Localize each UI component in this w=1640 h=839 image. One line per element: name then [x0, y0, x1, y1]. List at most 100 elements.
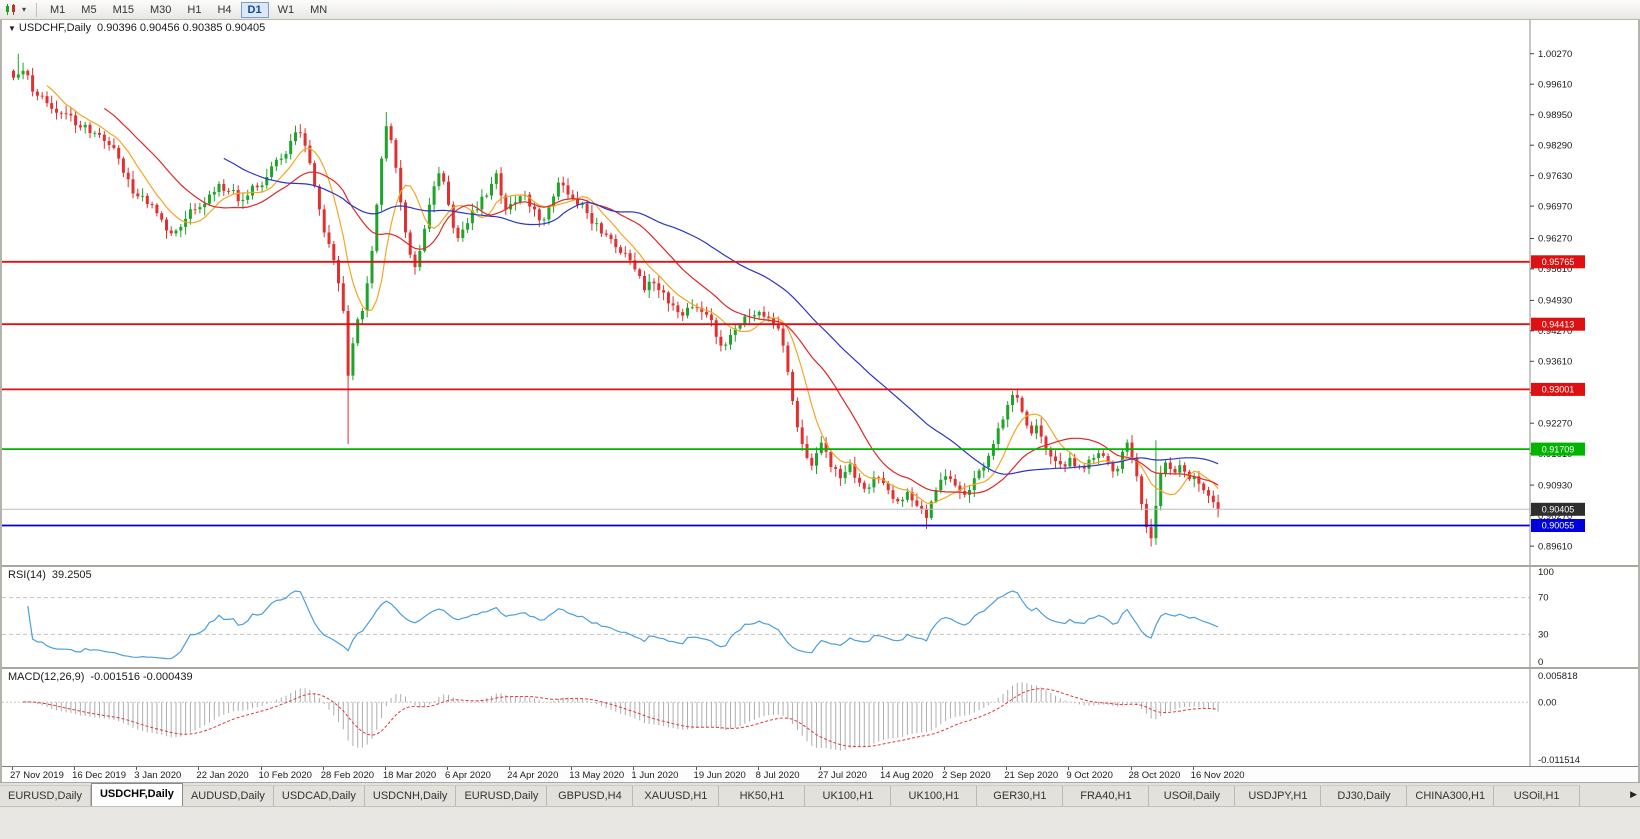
svg-text:0: 0	[1538, 657, 1543, 667]
date-label: 21 Sep 2020	[1004, 770, 1059, 781]
date-tick	[384, 767, 386, 770]
chart-type-dropdown-icon[interactable]: ▾	[22, 5, 27, 14]
date-tick	[12, 767, 13, 770]
svg-text:0.90405: 0.90405	[1542, 505, 1575, 515]
chart-tab-15-dj30-daily[interactable]: DJ30,Daily	[1321, 785, 1408, 806]
svg-text:0.94930: 0.94930	[1538, 296, 1572, 307]
timeframe-button-m1[interactable]: M1	[50, 3, 66, 16]
timeframe-buttons: M1 M5 M15 M30 H1 H4 D1 W1 MN	[43, 1, 334, 18]
date-label: 9 Oct 2020	[1066, 770, 1113, 781]
timeframe-button-m15[interactable]: M15	[112, 3, 134, 16]
pane-resize-handle[interactable]	[2, 565, 1638, 567]
date-tick	[571, 767, 573, 770]
svg-text:0.96270: 0.96270	[1538, 234, 1572, 245]
date-label: 3 Jan 2020	[134, 770, 182, 781]
chart-tab-11-ger30-h1[interactable]: GER30,H1	[977, 785, 1064, 806]
date-label: 28 Oct 2020	[1128, 770, 1181, 781]
candlestick-chart[interactable]: 1.00270 0.99610 0.98950 0.98290 0.97630 0.969…	[2, 20, 1638, 565]
date-label: 13 May 2020	[569, 770, 625, 781]
timeframe-button-mn[interactable]: MN	[310, 3, 328, 16]
svg-text:0.92270: 0.92270	[1538, 418, 1572, 429]
svg-text:70: 70	[1538, 593, 1549, 604]
chart-tab-0-eurusd-daily[interactable]: EURUSD,Daily	[0, 785, 91, 806]
svg-text:0.93610: 0.93610	[1538, 357, 1572, 368]
date-label: 18 Mar 2020	[382, 770, 437, 781]
date-label: 10 Feb 2020	[258, 770, 312, 781]
chart-tab-2-audusd-daily[interactable]: AUDUSD,Daily	[182, 785, 274, 806]
macd-pane[interactable]: MACD(12,26,9) -0.001516 -0.000439 0.00581…	[2, 669, 1638, 766]
collapse-icon[interactable]: ▼	[8, 24, 16, 33]
chart-tab-3-usdcad-daily[interactable]: USDCAD,Daily	[273, 785, 365, 806]
date-tick	[509, 767, 511, 770]
chart-symbol-period: USDCHF,Daily	[18, 22, 92, 34]
svg-text:0.94270: 0.94270	[1538, 326, 1572, 337]
toolbar-separator	[36, 2, 38, 17]
chart-window: ▼ USDCHF,Daily 0.90396 0.90456 0.90385 0.9…	[0, 20, 1640, 782]
svg-text:0.96970: 0.96970	[1538, 201, 1572, 212]
chart-tab-14-usdjpy-h1[interactable]: USDJPY,H1	[1235, 785, 1322, 806]
svg-text:0.005818: 0.005818	[1538, 671, 1578, 682]
timeframe-button-m5[interactable]: M5	[81, 3, 97, 16]
status-bar	[0, 806, 1640, 839]
date-tick	[260, 767, 262, 770]
price-pane[interactable]: ▼ USDCHF,Daily 0.90396 0.90456 0.90385 0.9…	[2, 20, 1638, 565]
svg-text:0.90930: 0.90930	[1538, 480, 1572, 491]
chart-tab-bar: ▶ EURUSD,Daily USDCHF,Daily AUDUSD,Daily US…	[0, 782, 1640, 806]
svg-text:0.89610: 0.89610	[1538, 541, 1572, 552]
pane-resize-handle[interactable]	[2, 667, 1638, 669]
date-tick	[74, 767, 76, 770]
svg-text:0.98290: 0.98290	[1538, 140, 1572, 151]
svg-text:30: 30	[1538, 629, 1549, 640]
svg-text:0.91709: 0.91709	[1542, 444, 1575, 454]
chart-tab-12-fra40-h1[interactable]: FRA40,H1	[1063, 785, 1150, 806]
chart-tab-1-usdchf-daily[interactable]: USDCHF,Daily	[90, 783, 183, 806]
date-tick	[633, 767, 635, 770]
rsi-pane[interactable]: RSI(14) 39.2505 100 70 30 0	[2, 567, 1638, 667]
chart-ohlc-values: 0.90396 0.90456 0.90385 0.90405	[97, 22, 266, 34]
date-label: 22 Jan 2020	[196, 770, 249, 781]
timeframe-button-h1[interactable]: H1	[187, 3, 202, 16]
chart-tab-17-usoil-h1[interactable]: USOil,H1	[1494, 785, 1581, 806]
date-tick	[757, 767, 759, 770]
timeframe-toolbar: ▾ M1 M5 M15 M30 H1 H4 D1 W1 MN	[0, 0, 1640, 20]
date-tick	[322, 767, 324, 770]
date-label: 1 Jun 2020	[631, 770, 679, 781]
date-tick	[198, 767, 200, 770]
chart-tab-13-usoil-daily[interactable]: USOil,Daily	[1149, 785, 1236, 806]
chart-tab-16-china300-h1[interactable]: CHINA300,H1	[1407, 785, 1495, 806]
date-label: 14 Aug 2020	[879, 770, 934, 781]
date-label: 8 Jul 2020	[755, 770, 800, 781]
chart-tab-10-uk100-h1[interactable]: UK100,H1	[891, 785, 978, 806]
chart-tab-6-gbpusd-h4[interactable]: GBPUSD,H4	[547, 785, 634, 806]
macd-values: -0.001516 -0.000439	[90, 671, 193, 683]
date-label: 27 Jul 2020	[817, 770, 867, 781]
chart-tab-8-hk50-h1[interactable]: HK50,H1	[719, 785, 806, 806]
date-tick	[446, 767, 448, 770]
svg-text:0.95765: 0.95765	[1542, 257, 1575, 267]
chart-tab-5-eurusd-daily[interactable]: EURUSD,Daily	[456, 785, 548, 806]
date-label: 19 Jun 2020	[693, 770, 746, 781]
date-label: 27 Nov 2019	[10, 770, 64, 781]
chart-type-icon[interactable]	[4, 3, 19, 16]
svg-text:0.97630: 0.97630	[1538, 171, 1572, 182]
chart-tab-4-usdcnh-daily[interactable]: USDCNH,Daily	[364, 785, 457, 806]
svg-text:1.00270: 1.00270	[1538, 49, 1572, 60]
rsi-indicator-chart[interactable]: 100 70 30 0	[2, 567, 1638, 667]
svg-text:0.99610: 0.99610	[1538, 79, 1572, 90]
timeframe-button-w1[interactable]: W1	[277, 3, 295, 16]
macd-indicator-chart[interactable]: 0.005818 0.00 -0.011514	[2, 669, 1638, 766]
date-label: 2 Sep 2020	[942, 770, 991, 781]
rsi-value: 39.2505	[51, 569, 92, 581]
chart-tab-7-xauusd-h1[interactable]: XAUUSD,H1	[633, 785, 720, 806]
timeframe-button-m30[interactable]: M30	[149, 3, 172, 16]
svg-text:0.95610: 0.95610	[1538, 264, 1572, 275]
chart-tab-9-uk100-h1[interactable]: UK100,H1	[805, 785, 892, 806]
macd-header: MACD(12,26,9) -0.001516 -0.000439	[8, 671, 193, 683]
timeframe-button-h4[interactable]: H4	[217, 3, 232, 16]
svg-text:0.90055: 0.90055	[1542, 521, 1575, 531]
date-label: 24 Apr 2020	[507, 770, 559, 781]
date-label: 6 Apr 2020	[444, 770, 491, 781]
date-axis[interactable]: 27 Nov 2019 16 Dec 2019 3 Jan 2020 22 Jan 2…	[2, 766, 1638, 782]
timeframe-button-d1[interactable]: D1	[240, 1, 269, 18]
tab-scroll-right-icon[interactable]: ▶	[1630, 789, 1637, 799]
